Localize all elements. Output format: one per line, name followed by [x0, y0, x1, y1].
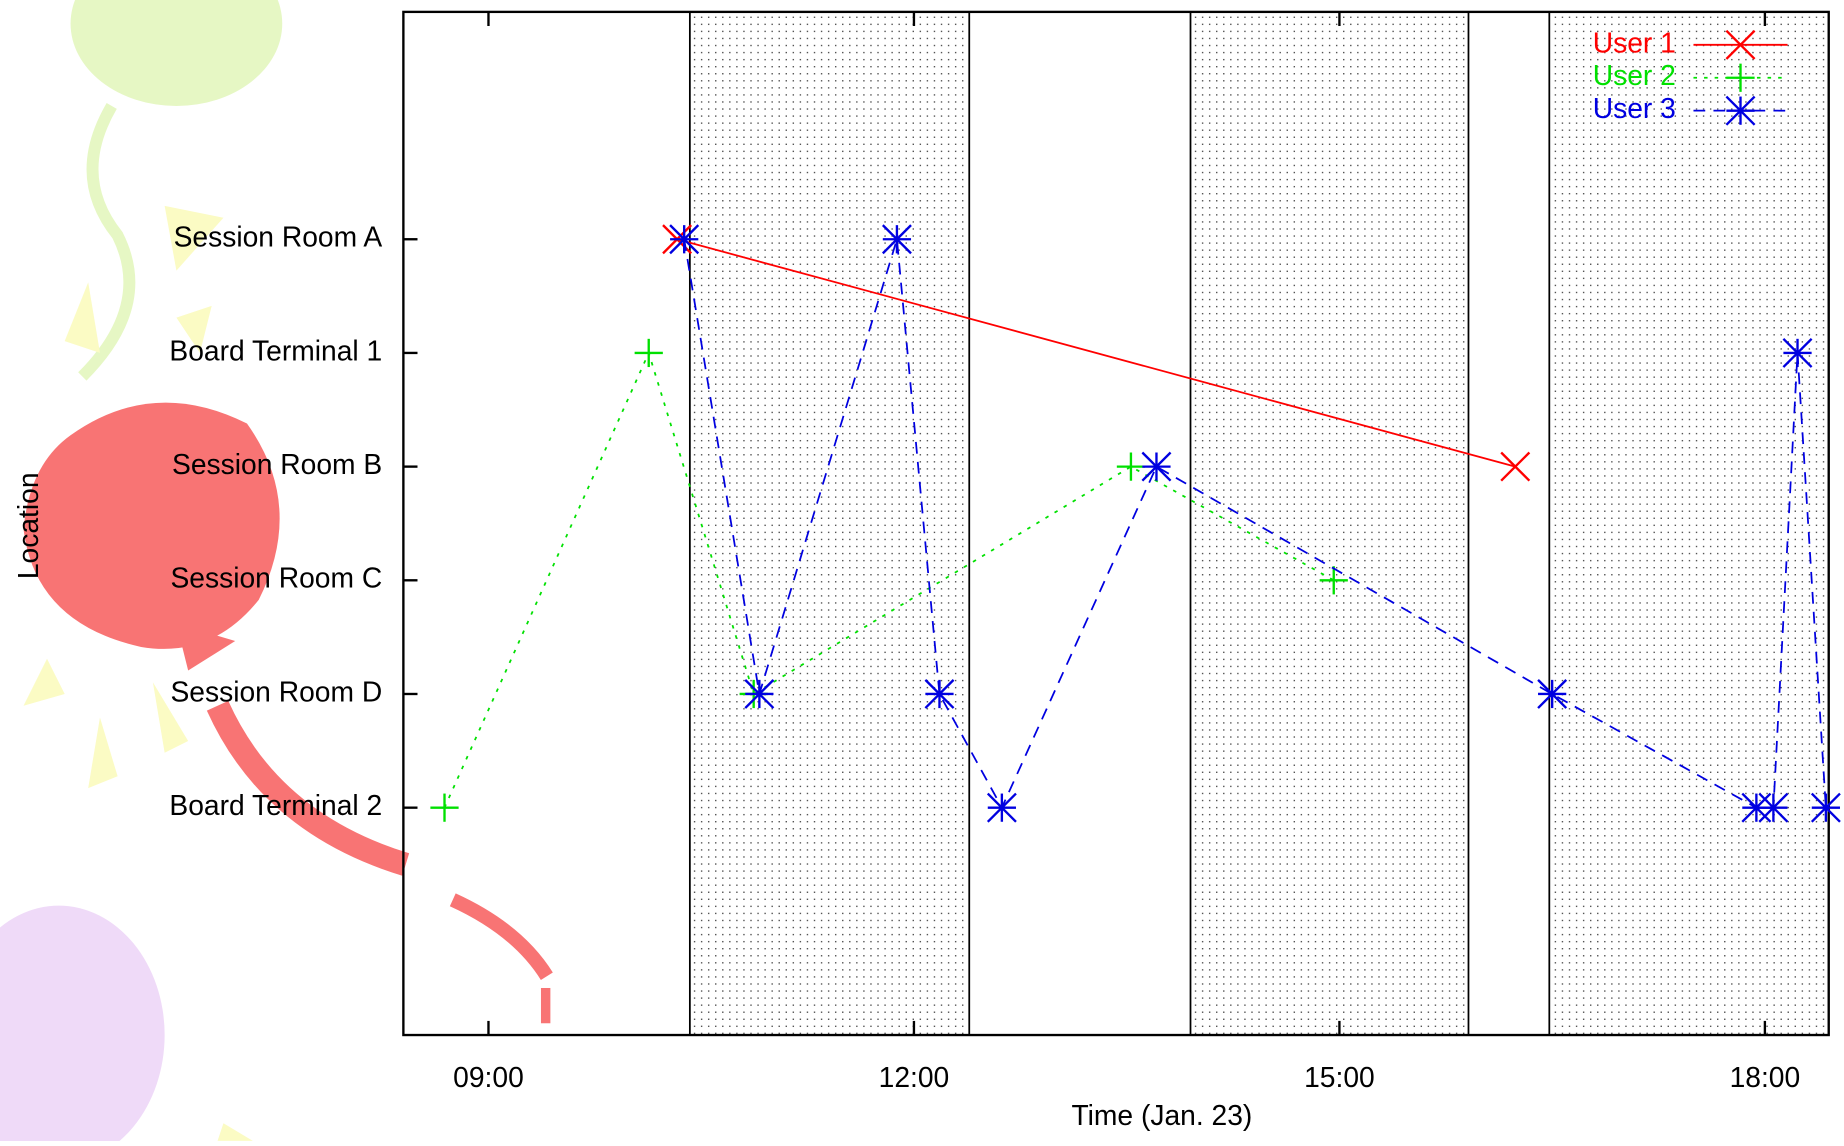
x-tick-label: 18:00	[1730, 1061, 1801, 1093]
y-axis-label: Location	[12, 472, 44, 579]
shaded-region	[1549, 11, 1829, 1036]
marker	[1319, 566, 1348, 595]
y-tick-label: Session Room D	[170, 675, 382, 707]
marker	[1116, 452, 1146, 481]
y-tick-label: Session Room C	[170, 562, 382, 594]
legend-label: User 3	[1593, 92, 1676, 124]
marker	[881, 224, 912, 255]
plot-frame	[402, 10, 1830, 1037]
y-tick-label: Board Terminal 2	[169, 789, 382, 821]
legend-label: User 1	[1593, 26, 1676, 58]
y-tick-label: Session Room B	[172, 448, 382, 480]
marker	[1758, 792, 1789, 823]
marker-stroke	[1500, 451, 1531, 482]
y-tick-label: Session Room A	[174, 221, 383, 253]
marker	[1500, 451, 1531, 482]
marker	[1725, 95, 1756, 126]
series-line	[676, 238, 1516, 468]
x-tick-label: 15:00	[1304, 1061, 1375, 1093]
marker	[924, 679, 955, 709]
marker	[1726, 63, 1755, 92]
y-tick-label: Board Terminal 1	[169, 334, 382, 366]
marker	[430, 793, 459, 822]
marker	[1810, 792, 1841, 823]
shaded-region	[1190, 11, 1469, 1036]
marker	[1782, 337, 1813, 368]
x-axis-label: Time (Jan. 23)	[1071, 1099, 1252, 1131]
x-tick-label: 09:00	[453, 1061, 524, 1093]
marker	[634, 338, 663, 368]
x-tick-label: 12:00	[879, 1061, 950, 1093]
background-decoration	[0, 0, 553, 1146]
marker	[986, 792, 1017, 823]
marker	[1537, 679, 1568, 709]
marker	[669, 224, 700, 255]
legend-label: User 2	[1593, 59, 1676, 91]
marker	[1141, 451, 1172, 482]
marker	[744, 679, 775, 709]
marker-stroke	[1725, 29, 1756, 60]
marker	[1725, 29, 1756, 60]
